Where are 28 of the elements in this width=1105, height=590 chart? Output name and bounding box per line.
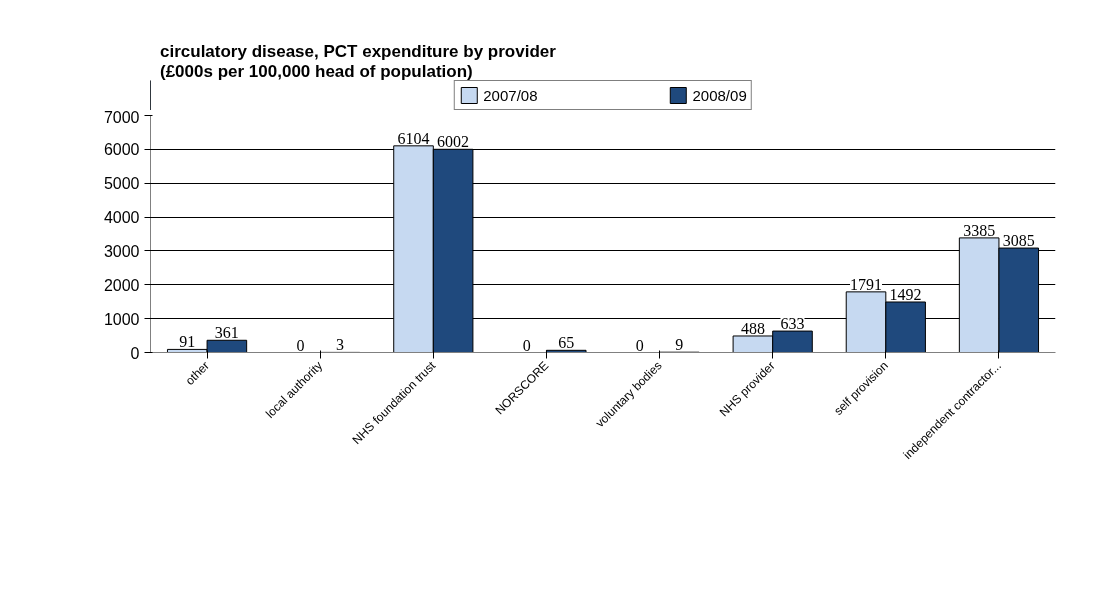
data-label: 3385 <box>963 221 996 239</box>
data-label: 0 <box>635 336 644 354</box>
data-label: 91 <box>179 333 196 351</box>
data-label: 1791 <box>850 275 883 293</box>
data-label: 6104 <box>397 129 430 147</box>
data-label: 361 <box>214 324 239 342</box>
data-label: 65 <box>558 334 575 352</box>
y-tick-label: 7000 <box>103 108 140 126</box>
chart-subtitle: (£000s per 100,000 head of population) <box>160 61 473 83</box>
y-tick-label: 5000 <box>103 175 140 193</box>
y-tick-label: 2000 <box>103 276 140 294</box>
data-label: 488 <box>740 319 765 337</box>
data-label: 3085 <box>1002 232 1035 250</box>
data-label: 0 <box>522 336 531 354</box>
data-label: 6002 <box>437 133 470 151</box>
data-label: 9 <box>675 336 684 354</box>
y-tick-label: 4000 <box>103 209 140 227</box>
data-label: 1492 <box>889 285 922 303</box>
y-tick-label: 1000 <box>103 310 140 328</box>
legend-label: 2007/08 <box>483 86 538 104</box>
legend-label: 2008/09 <box>692 86 747 104</box>
data-label: 0 <box>296 336 305 354</box>
chart-title: circulatory disease, PCT expenditure by provider <box>160 42 556 61</box>
data-label: 633 <box>780 315 805 333</box>
y-tick-label: 3000 <box>103 242 140 260</box>
y-tick-label: 6000 <box>103 141 140 159</box>
y-tick-label: 0 <box>130 344 140 362</box>
data-label: 3 <box>335 336 344 354</box>
